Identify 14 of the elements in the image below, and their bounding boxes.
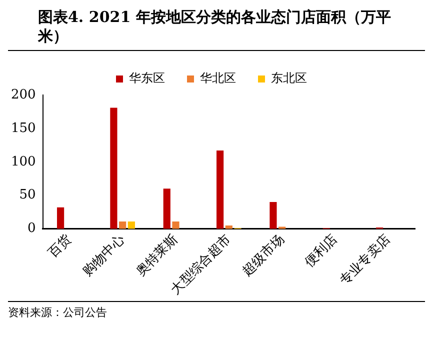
y-tick-label: 50	[19, 188, 36, 203]
y-tick-label: 150	[10, 120, 36, 136]
x-tick-label: 超级市场	[240, 232, 288, 280]
legend-label: 华北区	[200, 71, 236, 86]
x-tick-label: 购物中心	[80, 231, 128, 280]
x-tick-label: 百货	[46, 232, 75, 261]
y-tick-label: 100	[10, 154, 36, 170]
legend-label: 东北区	[271, 71, 307, 86]
y-tick-label: 200	[10, 87, 36, 102]
text: 资料来源：公司公告	[8, 305, 108, 320]
chart-title: 图表4. 2021 年按地区分类的各业态门店面积（万平米）	[8, 8, 425, 51]
x-tick-label: 奥特莱斯	[134, 232, 181, 280]
y-tick-label: 0	[28, 221, 36, 236]
legend-label: 华东区	[129, 71, 165, 86]
